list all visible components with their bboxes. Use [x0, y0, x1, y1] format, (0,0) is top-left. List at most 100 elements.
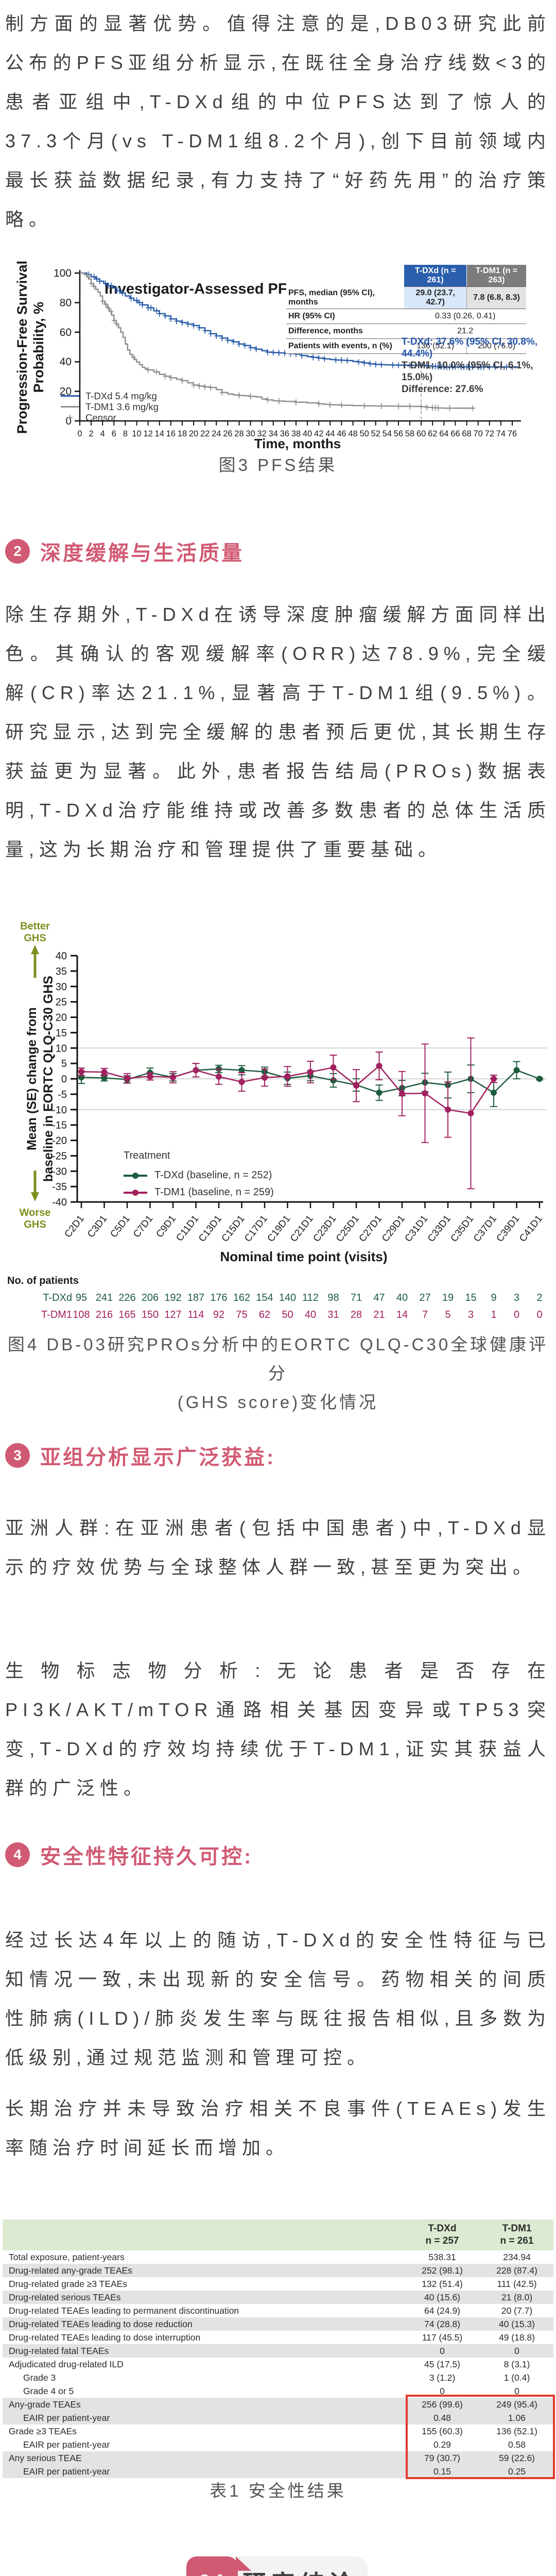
tdxd-value: 252 (98.1) — [404, 2264, 480, 2277]
svg-text:112: 112 — [302, 1292, 319, 1303]
row-label: Grade 3 — [23, 2372, 56, 2383]
tdm1-value: 0 — [514, 2385, 519, 2396]
tdxd-value: 79 (30.7) — [404, 2451, 480, 2465]
legend-item: T-DXd 5.4 mg/kg — [61, 391, 159, 401]
svg-text:40: 40 — [56, 951, 67, 962]
svg-text:36: 36 — [280, 429, 289, 438]
svg-text:62: 62 — [428, 429, 437, 438]
svg-text:C2D1: C2D1 — [62, 1213, 86, 1240]
svg-text:52: 52 — [371, 429, 380, 438]
row-label: Adjudicated drug-related ILD — [9, 2359, 124, 2369]
pfs-inset-table: T-DXd (n = 261) T-DM1 (n = 263) PFS, med… — [286, 265, 526, 354]
svg-text:187: 187 — [187, 1292, 204, 1303]
tdxd-value: 45 (17.5) — [424, 2359, 461, 2369]
svg-text:Investigator-Assessed PFS: Investigator-Assessed PFS — [105, 281, 297, 297]
tdxd-value: 0 — [440, 2385, 445, 2396]
banner-number-box: 04 — [186, 2556, 238, 2576]
tdxd-value: 132 (51.4) — [422, 2278, 463, 2289]
row-label: Drug-related TEAEs leading to dose inter… — [9, 2332, 201, 2343]
svg-text:98: 98 — [327, 1292, 339, 1303]
svg-text:35: 35 — [56, 966, 67, 977]
tdxd-value: 256 (99.6) — [404, 2398, 480, 2411]
svg-text:C5D1: C5D1 — [108, 1213, 132, 1240]
svg-text:C29D1: C29D1 — [380, 1213, 407, 1244]
svg-text:60: 60 — [60, 327, 72, 338]
section-banner-04: 研究结论 04 — [186, 2556, 372, 2576]
section-title: 深度缓解与生活质量 — [40, 542, 244, 565]
tdxd-value: 3 (1.2) — [429, 2372, 456, 2383]
legend-item: T-DM1 3.6 mg/kg — [61, 401, 159, 412]
svg-text:C19D1: C19D1 — [265, 1213, 292, 1244]
svg-text:0: 0 — [61, 1074, 67, 1085]
svg-text:0: 0 — [77, 429, 82, 438]
col-header-tdm1: T-DM1 n = 261 — [480, 2219, 553, 2250]
tdm1-value: 40 (15.3) — [480, 2317, 553, 2331]
svg-text:25: 25 — [56, 997, 67, 1008]
tdxd-value: 40 (15.6) — [404, 2291, 480, 2304]
table-row: Drug-related any-grade TEAEs 252 (98.1) 22… — [3, 2264, 553, 2277]
svg-text:31: 31 — [327, 1309, 339, 1320]
svg-text:30: 30 — [56, 981, 67, 993]
tdxd-value: 117 (45.5) — [422, 2332, 463, 2343]
table-row: Any-grade TEAEs 256 (99.6) 249 (95.4) — [3, 2398, 553, 2411]
section-header-4: 4 安全性特征持久可控: — [5, 1839, 253, 1870]
svg-text:58: 58 — [405, 429, 414, 438]
svg-text:192: 192 — [164, 1292, 181, 1303]
tdm1-value: 234.94 — [503, 2251, 531, 2262]
svg-text:C41D1: C41D1 — [517, 1213, 545, 1244]
table-row: Adjudicated drug-related ILD 45 (17.5) 8 (… — [3, 2358, 553, 2371]
table-row: Any serious TEAE 79 (30.7) 59 (22.6) — [3, 2451, 553, 2465]
svg-text:C15D1: C15D1 — [219, 1213, 247, 1244]
svg-text:No. of patients: No. of patients — [7, 1275, 79, 1286]
row-label: EAIR per patient-year — [3, 2465, 404, 2478]
svg-text:100: 100 — [54, 267, 72, 279]
table-row: T-DXd (n = 261) T-DM1 (n = 263) — [286, 265, 526, 287]
row-label: Drug-related grade ≥3 TEAEs — [9, 2278, 128, 2289]
svg-text:14: 14 — [396, 1309, 408, 1320]
svg-text:8: 8 — [123, 429, 128, 438]
legend-swatch — [124, 1172, 147, 1179]
legend-item: T-DXd (baseline, n = 252) — [124, 1167, 274, 1184]
svg-text:70: 70 — [474, 429, 483, 438]
inset-col-tdm1: T-DM1 (n = 263) — [466, 265, 526, 287]
svg-text:80: 80 — [60, 297, 72, 309]
svg-text:C23D1: C23D1 — [311, 1213, 338, 1244]
row-label: Grade 4 or 5 — [23, 2385, 74, 2396]
svg-text:75: 75 — [236, 1309, 247, 1320]
svg-text:-35: -35 — [52, 1181, 67, 1193]
table-row: Grade 4 or 5 0 0 — [3, 2384, 553, 2398]
svg-text:20: 20 — [56, 1012, 67, 1024]
svg-text:Nominal time point (visits): Nominal time point (visits) — [220, 1249, 387, 1264]
section-title: 亚组分析显示广泛获益: — [40, 1446, 276, 1469]
tdxd-value: 0.48 — [404, 2411, 480, 2425]
svg-text:226: 226 — [118, 1292, 135, 1303]
table-row: Total exposure, patient-years 538.31 234.9… — [3, 2250, 553, 2264]
svg-text:C25D1: C25D1 — [334, 1213, 361, 1244]
svg-text:C37D1: C37D1 — [472, 1213, 499, 1244]
svg-text:3: 3 — [514, 1292, 519, 1303]
tdm1-value: 0 — [480, 2344, 553, 2358]
svg-text:15: 15 — [465, 1292, 476, 1303]
svg-text:154: 154 — [256, 1292, 273, 1303]
svg-text:20: 20 — [60, 386, 72, 398]
banner-fold-decoration — [236, 2556, 251, 2571]
tdxd-value: 538.31 — [428, 2251, 456, 2262]
row-label: EAIR per patient-year — [3, 2411, 404, 2425]
svg-text:40: 40 — [303, 429, 312, 438]
svg-text:Worse: Worse — [20, 1207, 51, 1218]
svg-text:66: 66 — [450, 429, 460, 438]
svg-text:162: 162 — [233, 1292, 250, 1303]
banner-number: 04 — [199, 2570, 226, 2576]
svg-text:71: 71 — [351, 1292, 362, 1303]
svg-text:-40: -40 — [52, 1197, 67, 1208]
svg-text:0: 0 — [514, 1309, 519, 1320]
tdxd-value: 74 (28.8) — [404, 2317, 480, 2331]
row-label: Drug-related fatal TEAEs — [3, 2344, 404, 2358]
row-label: Drug-related serious TEAEs — [3, 2291, 404, 2304]
svg-text:C39D1: C39D1 — [494, 1213, 522, 1244]
table-row: Drug-related serious TEAEs 40 (15.6) 21 (8… — [3, 2291, 553, 2304]
section-number-badge: 4 — [5, 1842, 30, 1867]
svg-text:50: 50 — [282, 1309, 293, 1320]
row-label: Grade ≥3 TEAEs — [9, 2426, 77, 2436]
svg-text:68: 68 — [462, 429, 471, 438]
